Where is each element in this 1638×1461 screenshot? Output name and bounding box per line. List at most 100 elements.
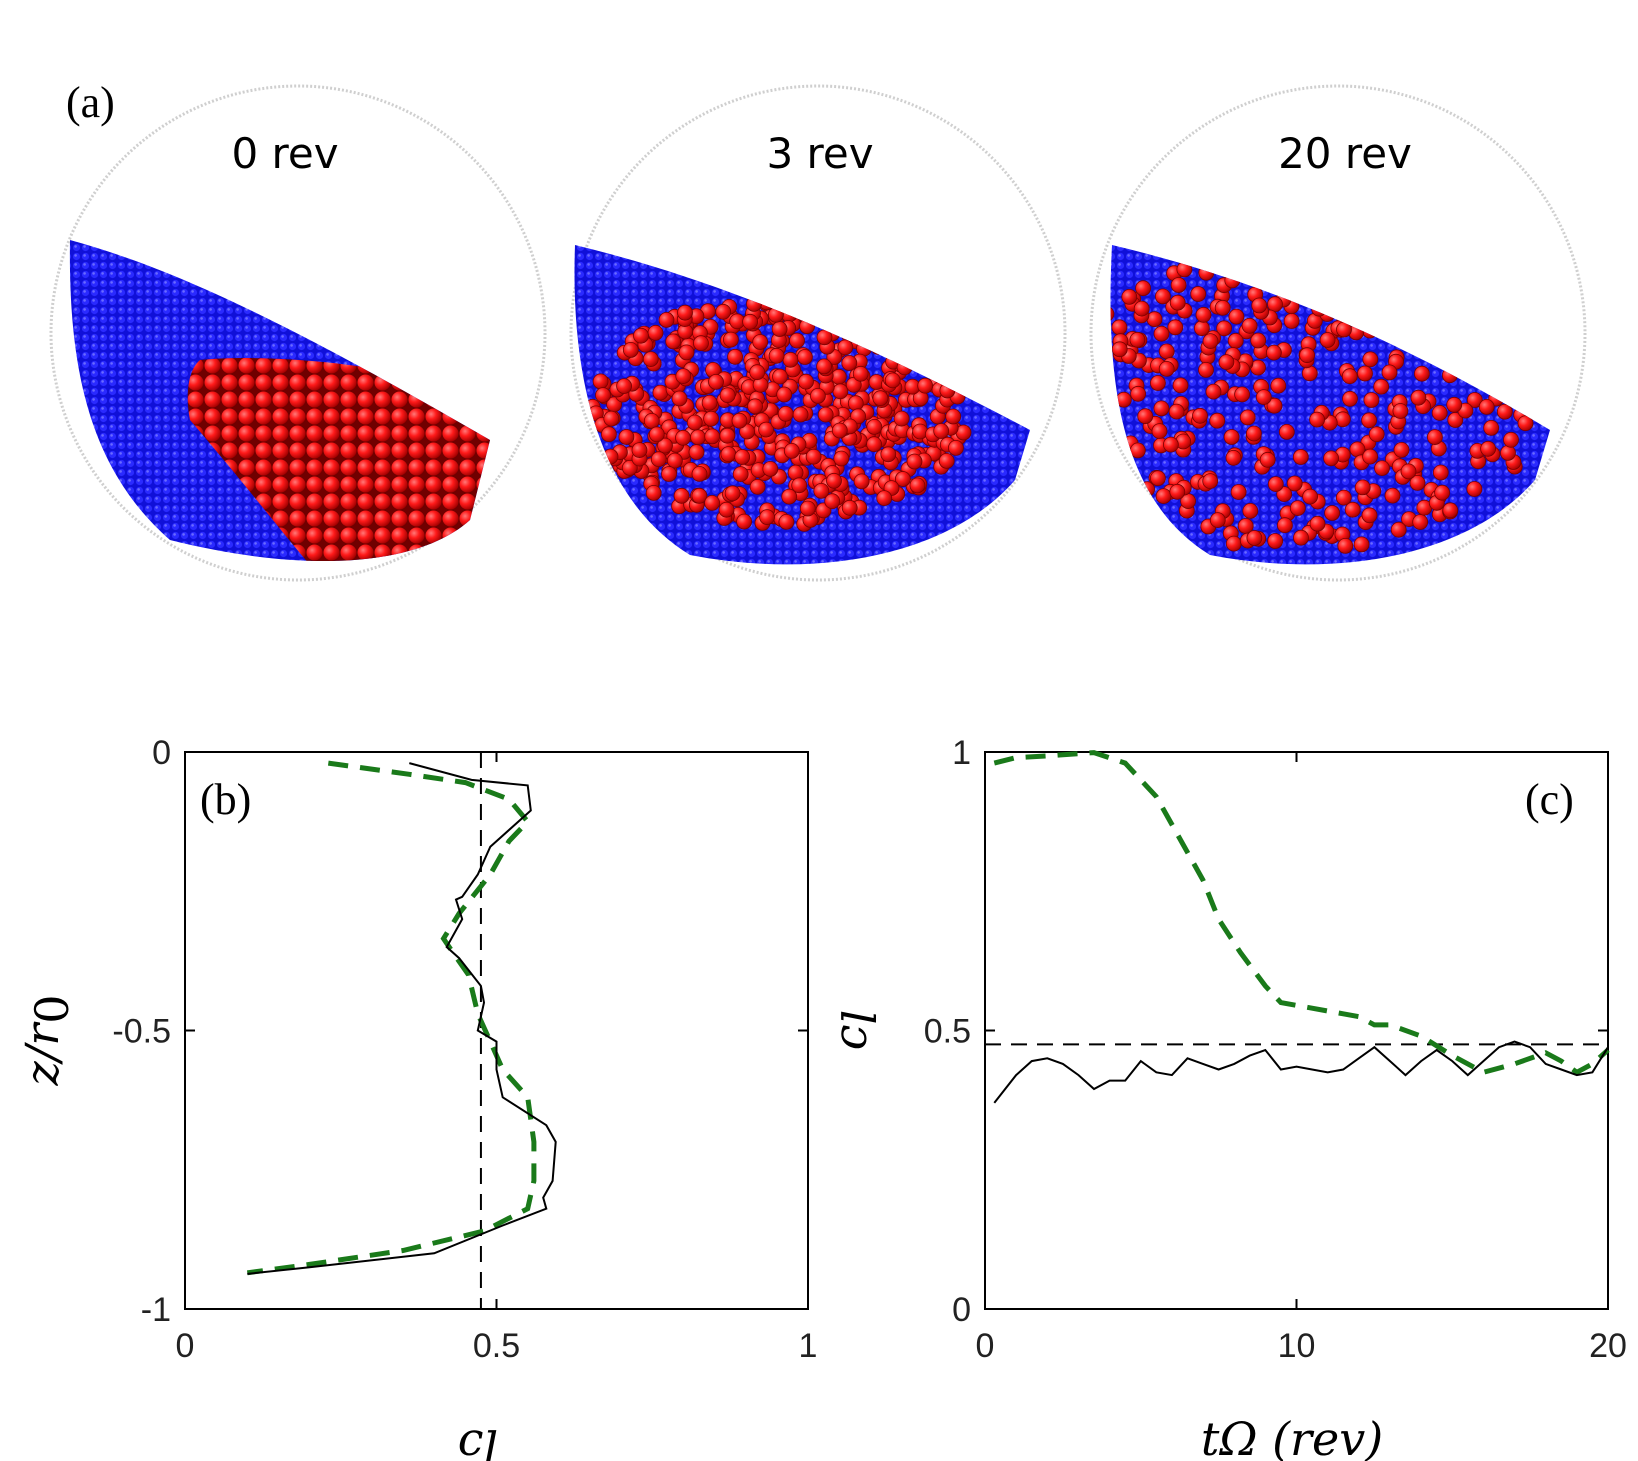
large-particle	[1071, 359, 1086, 374]
large-particle	[1466, 481, 1483, 497]
large-particle	[1168, 403, 1185, 420]
large-particle	[1135, 280, 1151, 297]
large-particle	[846, 323, 863, 340]
large-particle	[1427, 429, 1443, 446]
large-particle	[1392, 282, 1408, 299]
large-particle	[1344, 501, 1361, 518]
large-particle	[1155, 488, 1172, 505]
large-particle	[1414, 365, 1430, 382]
large-particle	[1249, 268, 1266, 285]
large-particle	[1223, 429, 1240, 445]
large-particle	[776, 386, 793, 403]
large-particle	[911, 331, 928, 348]
large-particle	[661, 466, 677, 482]
large-particle	[633, 327, 649, 344]
large-particle	[1489, 363, 1505, 380]
snapshot-title: 0 rev	[231, 129, 338, 178]
large-particle	[734, 449, 751, 465]
large-particle	[1392, 403, 1409, 419]
large-particle	[1129, 442, 1146, 459]
large-particle	[720, 446, 737, 463]
large-particle	[1324, 505, 1340, 521]
large-particle	[1259, 451, 1276, 468]
large-particle	[1277, 517, 1293, 534]
large-particle	[799, 318, 815, 335]
large-particle	[1153, 400, 1170, 417]
plot-frame	[984, 751, 1609, 1310]
large-particle	[1202, 473, 1219, 490]
large-particle	[781, 488, 798, 505]
large-particle	[1309, 515, 1326, 532]
large-particle	[1318, 249, 1335, 266]
large-particle	[1176, 261, 1193, 278]
large-particle	[1304, 253, 1321, 270]
x-tick-label: 0.5	[473, 1327, 520, 1365]
x-tick-label: 0	[976, 1327, 995, 1365]
large-particle	[1432, 464, 1449, 481]
tick-labels: 0 10 20 0 0.5 1	[924, 734, 1627, 1365]
large-particle	[876, 490, 893, 507]
large-particle	[1526, 386, 1542, 403]
large-particle	[1302, 488, 1318, 505]
large-particle	[1426, 318, 1443, 334]
large-particle	[797, 349, 813, 365]
large-particle	[1478, 398, 1495, 415]
large-particle	[798, 373, 814, 390]
large-particle	[1434, 309, 1451, 326]
large-particle	[924, 350, 940, 366]
large-particle	[866, 418, 883, 435]
large-particle	[865, 308, 882, 325]
large-particle	[805, 292, 821, 309]
large-particle	[917, 377, 934, 394]
large-particle	[922, 336, 938, 352]
large-particle	[715, 303, 732, 320]
large-particle	[1398, 273, 1415, 290]
large-particle	[1320, 279, 1337, 296]
x-axis-label-sub: l	[484, 1422, 499, 1461]
large-particle	[1354, 479, 1371, 496]
large-particle	[846, 319, 863, 336]
large-particle	[869, 303, 886, 320]
large-particle	[1361, 507, 1378, 524]
large-particle	[817, 296, 834, 313]
large-particle	[819, 294, 836, 310]
snapshot-0-rev: 0 rev	[49, 84, 547, 582]
large-particle	[652, 384, 669, 401]
large-particle	[1228, 308, 1245, 325]
large-particle	[1345, 253, 1362, 269]
large-particle	[1357, 365, 1373, 382]
large-particle	[813, 482, 830, 499]
large-particle	[1417, 270, 1434, 287]
large-particle	[690, 429, 706, 446]
large-particle	[805, 448, 822, 465]
large-particle	[675, 429, 691, 446]
large-particle	[865, 330, 882, 347]
large-particle	[678, 344, 695, 361]
large-particle	[817, 406, 834, 423]
large-particle	[1120, 475, 1137, 492]
large-particle	[933, 423, 950, 439]
large-particle	[806, 308, 823, 325]
large-particle	[1442, 331, 1459, 348]
large-particle	[658, 311, 675, 328]
large-particle	[944, 359, 961, 375]
large-particle	[731, 412, 748, 429]
large-particle	[799, 500, 816, 517]
large-particle	[880, 446, 897, 463]
large-particle	[1400, 463, 1417, 480]
large-particle	[704, 494, 720, 511]
large-particle	[945, 408, 962, 425]
large-particle	[831, 294, 848, 310]
panel-a: (a) 0 rev 3 rev 20 rev	[49, 78, 1587, 582]
large-particle	[1459, 327, 1475, 344]
large-particle	[768, 347, 785, 364]
large-particle	[1150, 470, 1166, 487]
large-particle	[1345, 260, 1361, 277]
large-particle	[677, 304, 693, 321]
large-particle	[853, 473, 870, 490]
large-particle	[742, 313, 758, 330]
large-particle	[1381, 364, 1398, 381]
large-particle	[939, 353, 956, 370]
x-axis-label: tΩ (rev)	[1201, 1412, 1383, 1461]
large-particle	[1167, 319, 1184, 336]
